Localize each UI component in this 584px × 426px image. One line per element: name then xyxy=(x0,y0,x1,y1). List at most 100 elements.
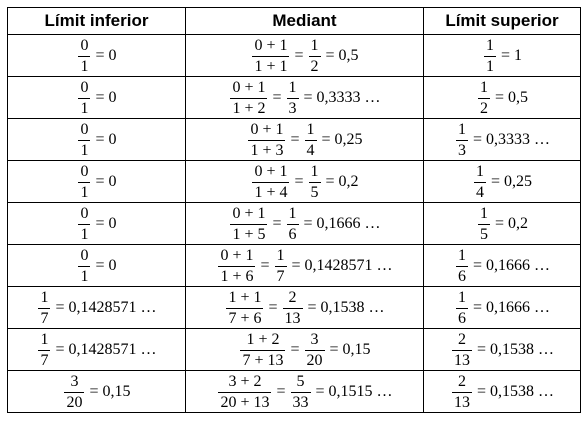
mediant-value: 0,1515 … xyxy=(328,383,393,400)
upper-limit-fraction: 1 5 xyxy=(477,204,490,243)
lower-limit-numerator: 0 xyxy=(80,204,89,222)
mediant-expression: 0 + 1 1 + 4 = 1 5 = 0,2 xyxy=(250,163,359,201)
lower-limit-value: 0 xyxy=(108,257,117,274)
mediant-sum-denominator: 1 + 5 xyxy=(230,223,268,243)
mediant-value: 0,5 xyxy=(338,47,359,64)
equals-sign: = xyxy=(303,89,313,106)
mediant-cell: 1 + 2 7 + 13 = 3 20 = 0,15 xyxy=(185,328,424,371)
equals-sign: = xyxy=(294,47,304,64)
table-row: 1 7 = 0,1428571 … 1 + 2 7 + 13 = 3 20 = … xyxy=(7,328,581,371)
upper-limit-denominator: 13 xyxy=(451,391,472,411)
mediant-sum-fraction: 0 + 1 1 + 4 xyxy=(252,163,290,201)
mediant-result-denominator: 20 xyxy=(304,349,325,369)
mediant-result-fraction: 3 20 xyxy=(304,331,325,369)
upper-limit-cell: 1 2 = 0,5 xyxy=(423,76,581,119)
lower-limit-expression: 0 1 = 0 xyxy=(76,121,117,159)
equals-sign: = xyxy=(290,131,300,148)
mediant-sum-denominator: 1 + 6 xyxy=(218,265,256,285)
equals-sign: = xyxy=(500,47,511,64)
mediant-sum-denominator: 7 + 13 xyxy=(240,349,286,369)
mediant-result-fraction: 1 6 xyxy=(286,205,299,243)
mediant-table: Límit inferior Mediant Límit superior 0 … xyxy=(7,7,581,413)
mediant-result-denominator: 2 xyxy=(308,55,321,75)
table-row: 0 1 = 0 0 + 1 1 + 1 = 1 2 = 0,5 xyxy=(7,34,581,77)
upper-limit-fraction: 1 2 xyxy=(477,79,490,117)
equals-sign: = xyxy=(476,383,487,400)
equals-sign: = xyxy=(294,173,304,190)
lower-limit-fraction: 0 1 xyxy=(78,121,91,159)
equals-sign: = xyxy=(272,89,282,106)
lower-limit-numerator: 1 xyxy=(40,330,49,348)
mediant-value: 0,25 xyxy=(334,131,363,148)
lower-limit-cell: 1 7 = 0,1428571 … xyxy=(7,286,186,329)
upper-limit-denominator: 3 xyxy=(455,139,468,159)
lower-limit-expression: 0 1 = 0 xyxy=(76,162,117,201)
equals-sign: = xyxy=(476,341,487,358)
mediant-sum-denominator: 7 + 6 xyxy=(226,307,264,327)
mediant-cell: 0 + 1 1 + 5 = 1 6 = 0,1666 … xyxy=(185,202,424,245)
lower-limit-numerator: 0 xyxy=(80,36,89,54)
mediant-cell: 0 + 1 1 + 2 = 1 3 = 0,3333 … xyxy=(185,76,424,119)
upper-limit-fraction: 2 13 xyxy=(451,330,472,369)
equals-sign: = xyxy=(55,299,65,316)
mediant-sum-numerator: 1 + 1 xyxy=(228,288,262,306)
upper-limit-expression: 1 5 = 0,2 xyxy=(476,204,529,243)
mediant-value: 0,1428571 … xyxy=(304,257,393,274)
mediant-result-fraction: 1 7 xyxy=(274,247,287,285)
lower-limit-value: 0 xyxy=(108,47,117,64)
lower-limit-denominator: 1 xyxy=(78,97,91,117)
upper-limit-numerator: 2 xyxy=(457,372,466,390)
mediant-result-numerator: 1 xyxy=(306,120,315,138)
upper-limit-value: 0,1666 … xyxy=(486,299,551,316)
lower-limit-value: 0,1428571 … xyxy=(68,299,157,316)
lower-limit-expression: 3 20 = 0,15 xyxy=(62,373,131,411)
lower-limit-expression: 0 1 = 0 xyxy=(76,247,117,285)
lower-limit-cell: 0 1 = 0 xyxy=(7,76,186,119)
upper-limit-numerator: 1 xyxy=(479,204,488,222)
lower-limit-numerator: 0 xyxy=(80,78,89,96)
equals-sign: = xyxy=(95,47,105,64)
mediant-cell: 0 + 1 1 + 3 = 1 4 = 0,25 xyxy=(185,118,424,161)
lower-limit-numerator: 0 xyxy=(80,162,89,180)
header-lower-limit: Límit inferior xyxy=(7,7,186,35)
upper-limit-cell: 1 6 = 0,1666 … xyxy=(423,244,581,287)
equals-sign: = xyxy=(95,173,105,190)
upper-limit-fraction: 1 6 xyxy=(455,247,468,285)
mediant-sum-numerator: 0 + 1 xyxy=(254,36,288,54)
lower-limit-denominator: 1 xyxy=(78,55,91,75)
mediant-cell: 0 + 1 1 + 6 = 1 7 = 0,1428571 … xyxy=(185,244,424,287)
lower-limit-cell: 3 20 = 0,15 xyxy=(7,370,186,413)
mediant-table-container: Límit inferior Mediant Límit superior 0 … xyxy=(7,7,581,413)
upper-limit-denominator: 6 xyxy=(455,307,468,327)
header-mediant: Mediant xyxy=(185,7,424,35)
upper-limit-expression: 1 2 = 0,5 xyxy=(476,79,528,117)
equals-sign: = xyxy=(95,257,105,274)
mediant-expression: 1 + 2 7 + 13 = 3 20 = 0,15 xyxy=(238,331,371,369)
header-upper-limit: Límit superior xyxy=(423,7,581,35)
lower-limit-value: 0 xyxy=(108,131,117,148)
mediant-value: 0,3333 … xyxy=(316,89,381,106)
equals-sign: = xyxy=(494,215,505,232)
mediant-sum-denominator: 20 + 13 xyxy=(218,391,272,411)
mediant-cell: 3 + 2 20 + 13 = 5 33 = 0,1515 … xyxy=(185,370,424,413)
equals-sign: = xyxy=(494,89,505,106)
equals-sign: = xyxy=(472,299,483,316)
upper-limit-fraction: 2 13 xyxy=(451,372,472,411)
lower-limit-denominator: 7 xyxy=(38,307,51,327)
upper-limit-cell: 1 3 = 0,3333 … xyxy=(423,118,581,161)
equals-sign: = xyxy=(291,257,301,274)
mediant-sum-numerator: 0 + 1 xyxy=(232,204,266,222)
lower-limit-fraction: 1 7 xyxy=(38,289,51,327)
equals-sign: = xyxy=(95,215,105,232)
mediant-cell: 0 + 1 1 + 4 = 1 5 = 0,2 xyxy=(185,160,424,203)
equals-sign: = xyxy=(89,383,99,400)
table-row: 0 1 = 0 0 + 1 1 + 2 = 1 3 = 0,3333 … xyxy=(7,76,581,119)
equals-sign: = xyxy=(307,299,317,316)
equals-sign: = xyxy=(55,341,65,358)
mediant-result-denominator: 4 xyxy=(304,139,317,159)
mediant-result-numerator: 5 xyxy=(296,372,305,390)
equals-sign: = xyxy=(303,215,313,232)
upper-limit-numerator: 2 xyxy=(457,330,466,348)
upper-limit-value: 0,2 xyxy=(508,215,529,232)
mediant-expression: 0 + 1 1 + 3 = 1 4 = 0,25 xyxy=(246,120,363,159)
